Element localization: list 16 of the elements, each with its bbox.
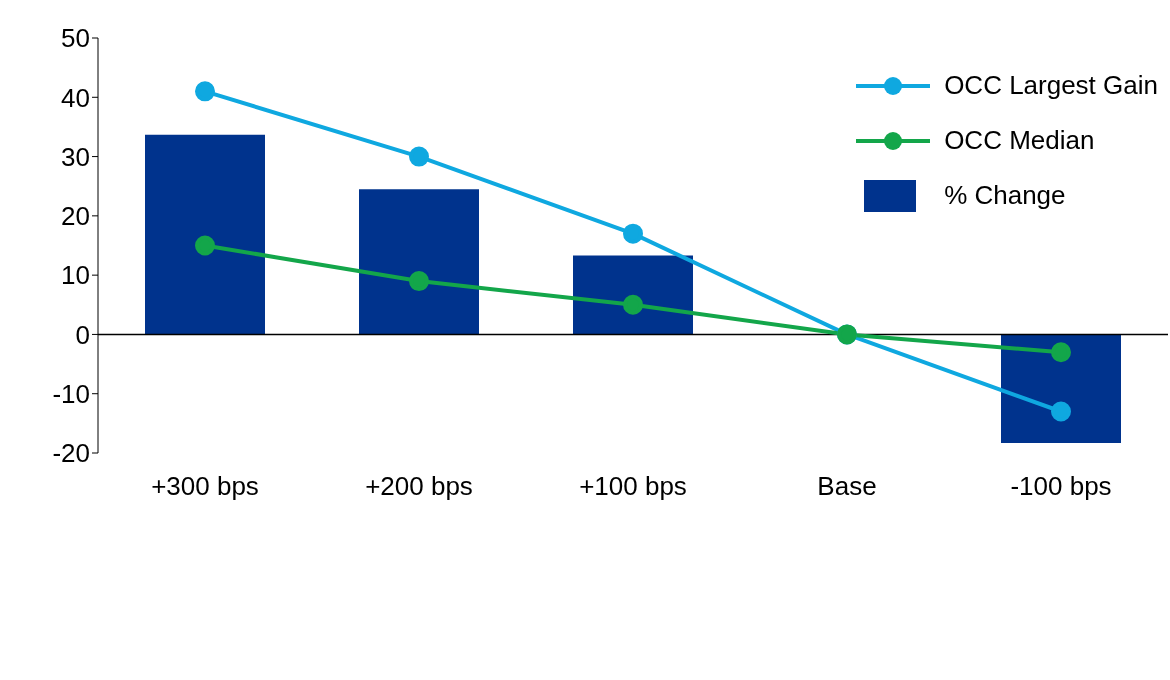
y-tick-label: 30 [61, 141, 90, 172]
y-tick-label: -10 [52, 378, 90, 409]
y-tick-label: 10 [61, 260, 90, 291]
x-tick-label: -100 bps [1010, 471, 1112, 502]
legend-label: OCC Largest Gain [944, 70, 1158, 101]
y-tick-label: -20 [52, 438, 90, 469]
y-tick-label: 20 [61, 201, 90, 232]
y-tick-label: 40 [61, 82, 90, 113]
x-tick-label: +100 bps [579, 471, 687, 502]
x-tick-label: +300 bps [151, 471, 259, 502]
x-tick-label: Base [817, 471, 877, 502]
legend-label: OCC Median [944, 125, 1095, 156]
y-tick-label: 0 [75, 319, 90, 350]
legend-label: % Change [944, 180, 1066, 211]
y-tick-label: 50 [61, 23, 90, 54]
x-tick-label: +200 bps [365, 471, 473, 502]
